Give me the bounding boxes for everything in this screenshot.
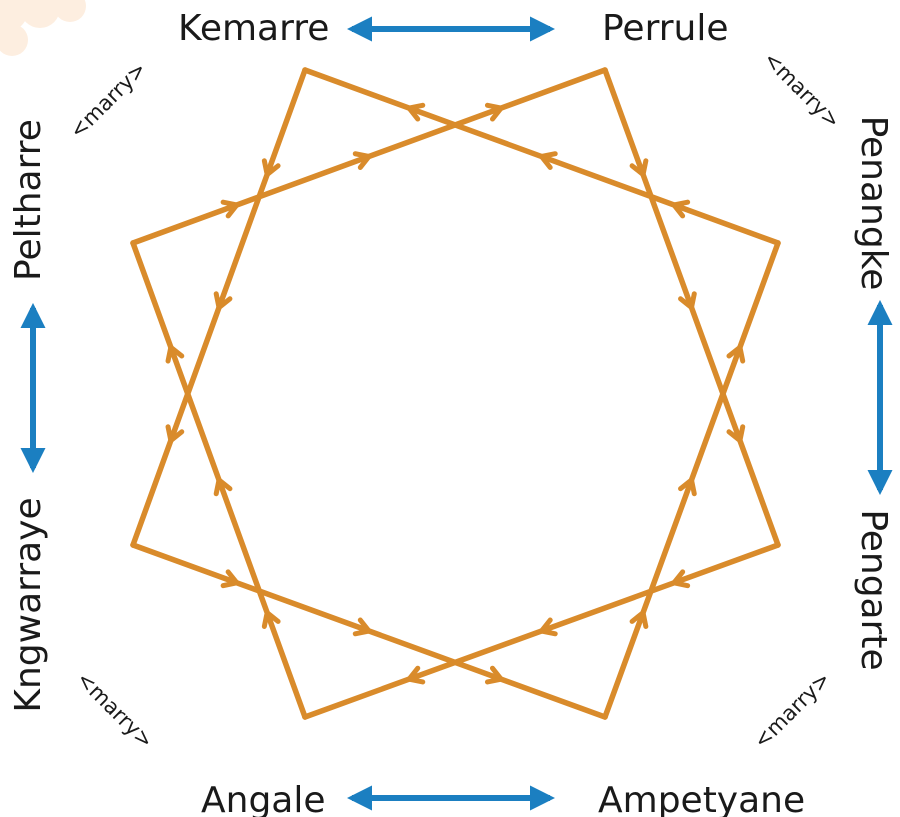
direction-chevron-icon — [261, 610, 281, 629]
marry-label-top-right: <marry> — [759, 47, 845, 133]
direction-chevron-icon — [671, 199, 691, 219]
skin-label-pengarte: Pengarte — [853, 509, 894, 670]
corner-decoration — [0, 0, 86, 56]
marry-label-top-left: <marry> — [65, 57, 151, 143]
direction-chevron-icon — [213, 477, 233, 497]
direction-chevron-icon — [539, 151, 558, 170]
direction-chevron-icon — [629, 158, 649, 177]
direction-chevron-icon — [220, 569, 240, 589]
direction-chevron-icon — [165, 344, 185, 364]
direction-chevron-icon — [671, 569, 691, 589]
marry-label-bottom-right: <marry> — [749, 667, 835, 753]
direction-chevron-icon — [484, 665, 504, 685]
direction-chevron-icon — [406, 102, 426, 122]
skin-label-ampetyane: Ampetyane — [598, 780, 805, 817]
direction-chevron-icon — [165, 424, 185, 443]
direction-chevron-icon — [261, 158, 281, 177]
direction-chevron-icon — [678, 291, 697, 310]
direction-chevron-icon — [406, 665, 426, 685]
skin-label-angale: Angale — [201, 780, 326, 817]
direction-chevron-icon — [629, 610, 649, 629]
direction-chevron-icon — [484, 102, 504, 122]
marry-label-bottom-left: <marry> — [72, 667, 158, 753]
direction-chevron-icon — [352, 151, 372, 170]
skin-label-perrule: Perrule — [602, 8, 729, 49]
skin-cycle-paths — [130, 67, 781, 720]
skin-label-kngwarraye: Kngwarraye — [8, 497, 49, 712]
skin-label-peltharre: Peltharre — [8, 119, 49, 281]
direction-chevron-icon — [213, 291, 233, 310]
direction-chevron-icon — [678, 477, 697, 497]
direction-chevron-icon — [539, 617, 558, 637]
direction-chevron-icon — [352, 617, 372, 637]
direction-chevron-icon — [220, 199, 240, 219]
skin-label-kemarre: Kemarre — [178, 8, 329, 49]
direction-chevron-icon — [726, 344, 746, 364]
direction-chevron-icon — [726, 424, 746, 443]
skin-label-penangke: Penangke — [853, 116, 894, 291]
